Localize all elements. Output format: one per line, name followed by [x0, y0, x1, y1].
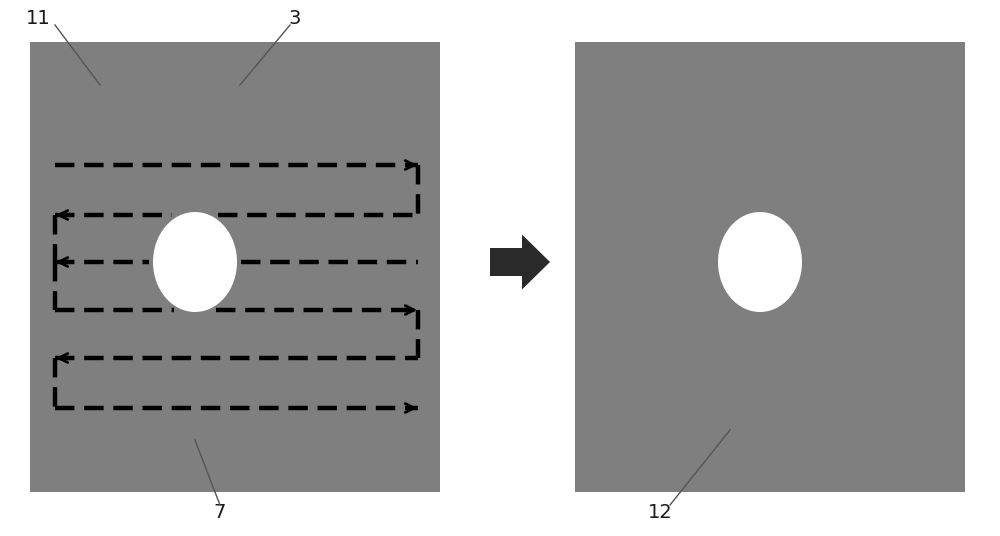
Bar [30, 42, 440, 492]
Text: 3: 3 [289, 9, 301, 27]
FancyArrow shape [490, 235, 550, 289]
Text: 12: 12 [648, 503, 672, 522]
Ellipse shape [153, 212, 237, 312]
Bar [575, 42, 965, 492]
Text: 11: 11 [26, 9, 50, 27]
Text: 7: 7 [214, 503, 226, 522]
Ellipse shape [718, 212, 802, 312]
